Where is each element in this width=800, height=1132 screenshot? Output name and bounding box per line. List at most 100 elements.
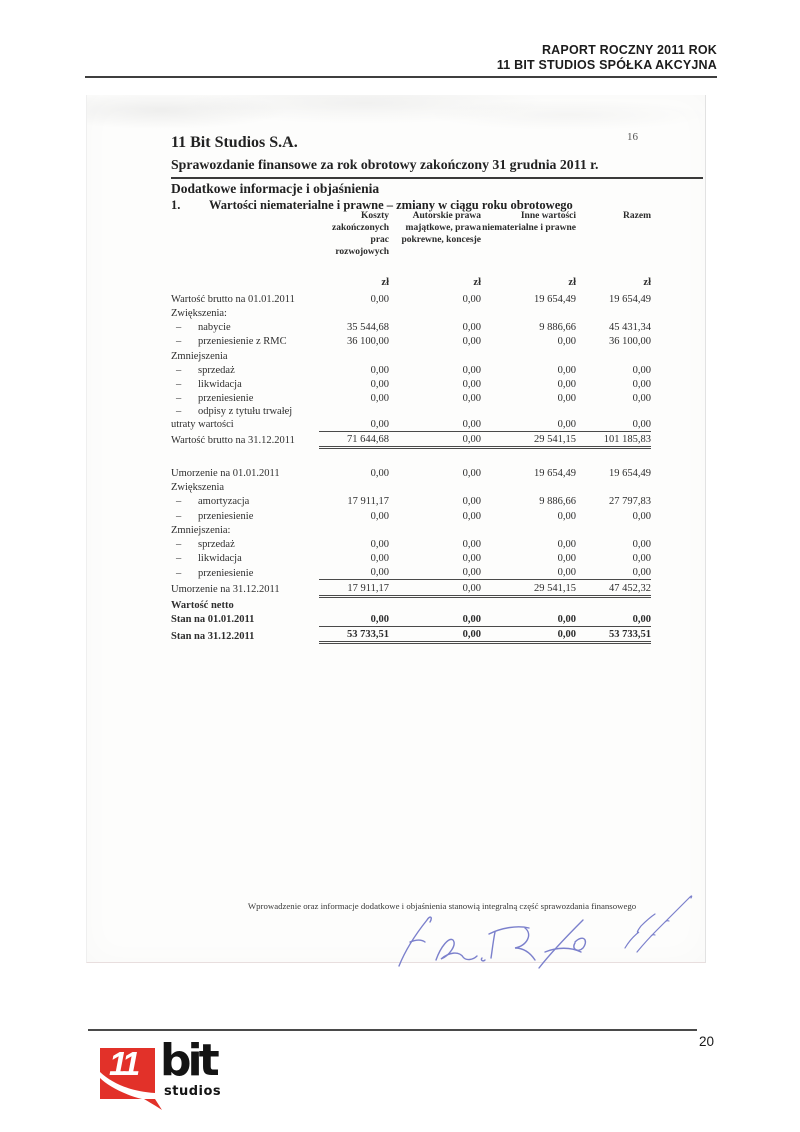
cell-value (389, 523, 481, 537)
scanned-page: 16 11 Bit Studios S.A. Sprawozdanie fina… (86, 95, 706, 969)
row-label: Stan na 01.01.2011 (171, 614, 255, 626)
header-col-4: Razem (623, 211, 651, 221)
header-empty (171, 211, 319, 259)
signature-stroke (480, 957, 486, 962)
cell-value: 0,00 (462, 539, 481, 550)
row-label: – sprzedaż (171, 363, 319, 377)
row-label: Wartość brutto na 01.01.2011 (171, 293, 295, 305)
item-number: 1. (171, 198, 181, 212)
report-header: RAPORT ROCZNY 2011 ROK 11 BIT STUDIOS SP… (497, 43, 717, 73)
cell-value (319, 596, 389, 612)
item-title: Wartości niematerialne i prawne – zmiany… (209, 198, 573, 212)
signature-stroke (514, 927, 536, 961)
signature-ink (398, 895, 693, 969)
intangibles-table: Koszty zakończonych prac rozwojowych Aut… (171, 211, 651, 645)
table-row: Zmniejszenia (171, 348, 651, 362)
cell-value: 0,00 (557, 336, 576, 348)
cell-value: 53 733,51 (576, 626, 651, 645)
cell-value (481, 348, 576, 362)
cell-value: 71 644,68 (319, 430, 389, 449)
footer-divider (88, 1029, 697, 1031)
table-row: Zwiększenia (171, 480, 651, 494)
row-label: Zmniejszenia (171, 350, 228, 362)
cell-value: 0,00 (370, 539, 389, 550)
cell-value (319, 523, 389, 537)
row-label-text: amortyzacja (198, 496, 250, 508)
row-label-text: sprzedaż (198, 364, 235, 376)
unit-label: zł (568, 276, 576, 288)
row-label: Wartość brutto na 31.12.2011 (171, 435, 295, 447)
row-label-text: odpisy z tytułu trwałej utraty wartości (171, 406, 293, 431)
row-label-text: przeniesienie (198, 393, 254, 405)
dash-bullet: – (176, 496, 182, 508)
scan-page-number: 16 (627, 131, 638, 143)
cell-value (481, 596, 576, 612)
cell-value: 17 911,17 (319, 579, 389, 598)
units-empty (171, 259, 319, 292)
row-label: – przeniesienie (171, 508, 319, 522)
report-header-line2: 11 BIT STUDIOS SPÓŁKA AKCYJNA (496, 58, 717, 72)
row-label-text: nabycie (198, 322, 231, 334)
header-col-1: Koszty zakończonych prac rozwojowych (332, 211, 389, 257)
cell-value: 0,00 (370, 293, 389, 305)
cell-value: 19 654,49 (534, 293, 576, 305)
row-label: – likwidacja (171, 551, 319, 565)
cell-value: 0,00 (462, 379, 481, 390)
cell-value: 0,00 (481, 626, 576, 645)
cell-value (481, 480, 576, 494)
cell-value: 9 886,66 (539, 322, 576, 334)
signature-stroke (435, 938, 478, 961)
report-header-line1: RAPORT ROCZNY 2011 ROK (541, 43, 717, 57)
cell-value: 0,00 (576, 405, 651, 432)
cell-value: 35 544,68 (347, 322, 389, 334)
cell-value: 0,00 (632, 567, 651, 579)
cell-value: 0,00 (557, 510, 576, 522)
cell-value: 36 100,00 (609, 336, 651, 348)
table-row: Wartość brutto na 31.12.2011 71 644,68 0,0… (171, 430, 651, 449)
row-label-text: przeniesienie (198, 567, 254, 579)
eleven-bit-studios-logo: 11 bit studios (100, 1039, 240, 1110)
cell-value: 0,00 (481, 405, 576, 432)
row-label: – odpisy z tytułu trwałej utraty wartości (171, 405, 319, 431)
cell-value: 45 431,34 (609, 322, 651, 334)
table-row: Umorzenie na 31.12.2011 17 911,17 0,00 29 5… (171, 579, 651, 598)
table-row: – likwidacja 0,00 0,00 0,00 0,00 (171, 377, 651, 391)
cell-value (389, 596, 481, 612)
table-row: – sprzedaż 0,00 0,00 0,00 0,00 (171, 537, 651, 551)
cell-value: 0,00 (462, 510, 481, 522)
cell-value: 29 541,15 (481, 579, 576, 598)
cell-value: 17 911,17 (347, 496, 389, 508)
cell-value (576, 596, 651, 612)
row-label: – przeniesienie z RMC (171, 334, 319, 348)
row-label-text: sprzedaż (198, 539, 235, 550)
section-heading: Dodatkowe informacje i objaśnienia (171, 181, 380, 196)
cell-value: 0,00 (557, 379, 576, 390)
logo-swoosh-icon (100, 1072, 162, 1110)
cell-value (576, 523, 651, 537)
cell-value: 0,00 (389, 626, 481, 645)
row-label: – sprzedaż (171, 537, 319, 551)
cell-value: 0,00 (462, 496, 481, 508)
row-label: – przeniesienie (171, 391, 319, 405)
table-row: Umorzenie na 01.01.2011 0,00 0,00 19 654,49… (171, 466, 651, 480)
cell-value: 47 452,32 (576, 579, 651, 598)
cell-value: 0,00 (632, 393, 651, 405)
dash-bullet: – (176, 393, 182, 405)
handwritten-note-stroke (636, 895, 693, 953)
dash-bullet: – (176, 539, 182, 550)
cell-value: 0,00 (462, 393, 481, 405)
spacer-cell (171, 447, 651, 466)
cell-value: 0,00 (557, 364, 576, 376)
cell-value: 0,00 (389, 579, 481, 598)
cell-value: 0,00 (462, 567, 481, 579)
signature-stroke (409, 939, 426, 943)
table-row: – nabycie 35 544,68 0,00 9 886,66 45 431,34 (171, 320, 651, 334)
logo-word-bit: bit (160, 1035, 220, 1086)
company-title: 11 Bit Studios S.A. (171, 134, 298, 151)
cell-value: 19 654,49 (609, 468, 651, 480)
unit-label: zł (643, 276, 651, 288)
row-label: – amortyzacja (171, 494, 319, 508)
cell-value (319, 348, 389, 362)
statement-footnote: Wprowadzenie oraz informacje dodatkowe i… (247, 901, 637, 911)
unit-label: zł (381, 276, 389, 288)
